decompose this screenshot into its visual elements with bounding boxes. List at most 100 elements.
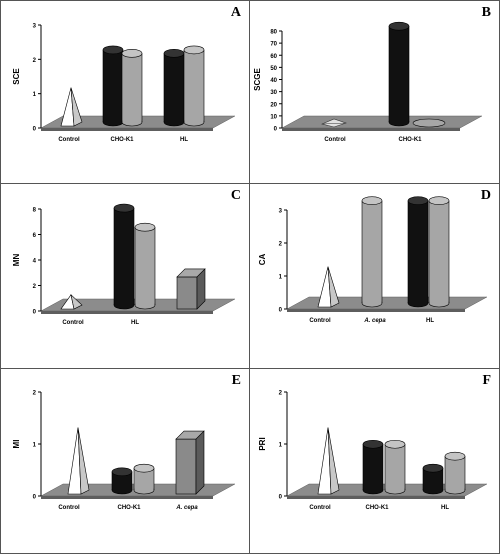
y-tick-label-b-7: 70 xyxy=(270,42,277,48)
bar-b-2 xyxy=(412,118,446,128)
floor-edge-c xyxy=(41,311,213,314)
bar-f-4 xyxy=(444,451,466,495)
chart-svg-c: 0 2 4 6 8 MN Control HL xyxy=(12,203,236,326)
y-tick-label-c-0: 0 xyxy=(33,310,37,316)
y-tick-label-c-4: 8 xyxy=(33,208,37,214)
y-tick-label-a-2: 2 xyxy=(33,58,37,64)
bar-e-3 xyxy=(175,430,205,495)
category-label-b-1: CHO-K1 xyxy=(398,137,422,143)
bar-b-1 xyxy=(388,21,410,127)
category-label-f-1: CHO-K1 xyxy=(365,505,389,511)
bar-f-3 xyxy=(422,463,444,495)
bar-f-1 xyxy=(362,439,384,495)
bar-c-1 xyxy=(113,203,135,310)
category-label-f-0: Control xyxy=(309,505,331,511)
panel-d: 0 1 2 3 CA Control A. cepa HL D xyxy=(249,183,500,369)
y-tick-label-e-2: 2 xyxy=(33,391,37,397)
y-tick-label-a-1: 1 xyxy=(33,92,37,98)
floor-edge-e xyxy=(41,496,213,499)
bar-d-2 xyxy=(407,196,429,308)
category-label-a-1: CHO-K1 xyxy=(110,137,134,143)
floor-edge-d xyxy=(287,309,465,312)
panel-b: 0 10 20 30 40 50 60 70 80 SCGE Control CHO-K1 B xyxy=(249,0,500,184)
category-label-c-1: HL xyxy=(131,320,139,326)
y-tick-label-a-0: 0 xyxy=(33,127,37,133)
bar-f-0 xyxy=(317,427,340,495)
y-axis-label-c: MN xyxy=(12,254,21,267)
category-label-d-2: HL xyxy=(426,318,434,324)
y-tick-label-b-3: 30 xyxy=(270,90,277,96)
y-tick-label-d-2: 2 xyxy=(279,242,283,248)
panel-c: 0 2 4 6 8 MN Control HL C xyxy=(0,183,250,369)
floor-d xyxy=(286,296,488,310)
floor-edge-a xyxy=(41,128,213,131)
y-axis-label-b: SCGE xyxy=(253,68,262,91)
panel-letter-c: C xyxy=(230,188,241,203)
y-tick-label-f-1: 1 xyxy=(279,443,283,449)
bar-c-0 xyxy=(60,293,83,310)
y-axis-label-d: CA xyxy=(258,254,267,266)
y-tick-label-b-8: 80 xyxy=(270,30,277,36)
category-label-f-2: HL xyxy=(441,505,449,511)
y-tick-label-d-3: 3 xyxy=(279,209,283,215)
bar-b-0 xyxy=(321,118,347,128)
category-label-c-0: Control xyxy=(62,320,84,326)
category-label-e-2: A. cepa xyxy=(175,505,198,511)
bar-f-2 xyxy=(384,439,406,495)
panel-f: 0 1 2 PRI Control CHO-K1 HL F xyxy=(249,368,500,554)
y-tick-label-c-1: 2 xyxy=(33,284,37,290)
category-label-e-1: CHO-K1 xyxy=(117,505,141,511)
bar-c-2 xyxy=(134,222,156,310)
category-label-a-0: Control xyxy=(58,137,80,143)
y-tick-label-b-4: 40 xyxy=(270,78,277,84)
floor-edge-b xyxy=(282,128,460,131)
category-label-e-0: Control xyxy=(58,505,80,511)
y-tick-label-b-1: 10 xyxy=(270,114,277,120)
y-tick-label-d-0: 0 xyxy=(279,308,283,314)
y-tick-label-c-3: 6 xyxy=(33,233,37,239)
y-tick-label-f-2: 2 xyxy=(279,391,283,397)
y-tick-label-d-1: 1 xyxy=(279,275,283,281)
bar-a-4 xyxy=(183,45,205,127)
bar-a-1 xyxy=(102,45,124,127)
panel-letter-a: A xyxy=(230,5,241,20)
panel-letter-d: D xyxy=(480,188,491,203)
bar-e-0 xyxy=(67,427,90,495)
chart-svg-f: 0 1 2 PRI Control CHO-K1 HL xyxy=(258,391,488,511)
category-label-b-0: Control xyxy=(324,137,346,143)
bar-d-1 xyxy=(361,196,383,308)
y-tick-label-b-6: 60 xyxy=(270,54,277,60)
y-axis-label-f: PRI xyxy=(258,437,267,450)
y-axis-label-e: MI xyxy=(12,440,21,449)
bar-e-1 xyxy=(111,467,133,495)
category-label-d-0: Control xyxy=(309,318,331,324)
panel-letter-b: B xyxy=(481,5,491,20)
panel-a: 0 1 2 3 SCE Control CHO-K1 HL A xyxy=(0,0,250,184)
y-tick-label-e-1: 1 xyxy=(33,443,37,449)
category-label-d-1: A. cepa xyxy=(363,318,386,324)
bar-a-0 xyxy=(60,87,83,127)
chart-svg-e: 0 1 2 MI Control CHO-K1 A. cepa xyxy=(12,391,236,511)
y-tick-label-b-0: 0 xyxy=(274,127,278,133)
floor-edge-f xyxy=(287,496,465,499)
chart-svg-b: 0 10 20 30 40 50 60 70 80 SCGE Control CHO-K1 xyxy=(253,21,483,143)
chart-svg-d: 0 1 2 3 CA Control A. cepa HL xyxy=(258,196,488,324)
panel-letter-e: E xyxy=(231,373,241,388)
floor-b xyxy=(281,115,483,129)
chart-svg-a: 0 1 2 3 SCE Control CHO-K1 HL xyxy=(12,24,236,143)
panel-e: 0 1 2 MI Control CHO-K1 A. cepa E xyxy=(0,368,250,554)
y-tick-label-b-5: 50 xyxy=(270,66,277,72)
y-axis-label-a: SCE xyxy=(12,68,21,85)
bar-e-2 xyxy=(133,463,155,495)
bar-d-0 xyxy=(317,266,340,308)
y-tick-label-b-2: 20 xyxy=(270,102,277,108)
y-tick-label-a-3: 3 xyxy=(33,24,37,30)
bar-d-3 xyxy=(428,196,450,308)
bar-a-2 xyxy=(121,49,143,127)
panel-letter-f: F xyxy=(482,373,491,388)
y-tick-label-e-0: 0 xyxy=(33,495,37,501)
category-label-a-2: HL xyxy=(180,137,188,143)
y-tick-label-c-2: 4 xyxy=(33,259,37,265)
y-tick-label-f-0: 0 xyxy=(279,495,283,501)
